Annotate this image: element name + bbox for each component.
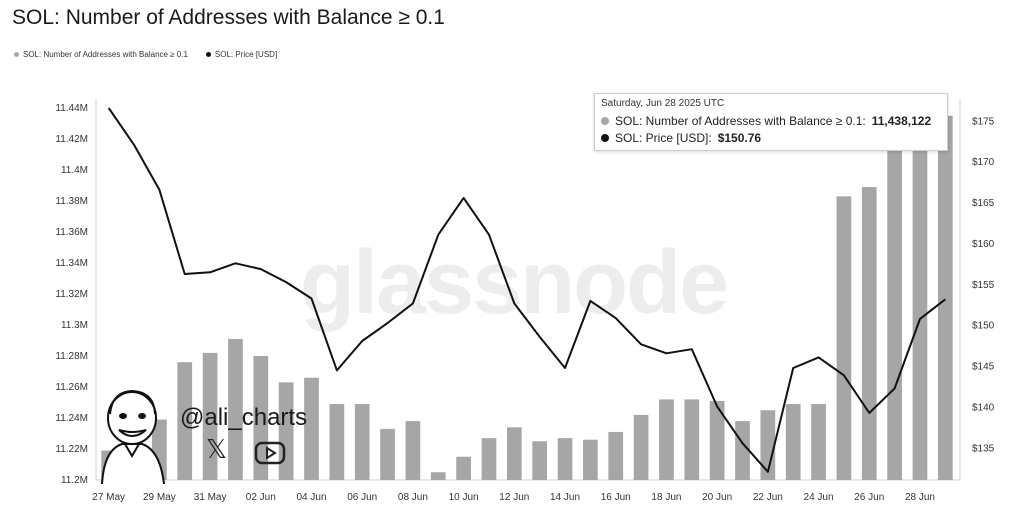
bar-addresses[interactable] <box>633 414 649 480</box>
bar-addresses[interactable] <box>380 428 395 480</box>
y-right-tick-label: $170 <box>972 157 995 168</box>
y-right-tick-label: $145 <box>972 362 995 373</box>
y-right-tick-label: $160 <box>972 239 995 250</box>
bar-addresses[interactable] <box>735 421 750 480</box>
bar-addresses[interactable] <box>861 187 877 481</box>
bar-addresses[interactable] <box>430 472 446 480</box>
price-line[interactable] <box>107 107 946 473</box>
x-tick-label: 16 Jun <box>601 492 631 503</box>
y-right-tick-label: $165 <box>972 198 995 209</box>
tooltip-row-price: SOL: Price [USD]: $150.76 <box>601 131 761 145</box>
bar-addresses[interactable] <box>937 115 953 480</box>
tooltip-value-price: $150.76 <box>717 131 762 145</box>
bar-addresses[interactable] <box>278 382 294 480</box>
bar-addresses[interactable] <box>709 400 725 480</box>
bar-addresses[interactable] <box>456 456 471 480</box>
x-tick-label: 24 Jun <box>804 492 834 503</box>
bar-addresses[interactable] <box>405 421 421 480</box>
x-tick-label: 06 Jun <box>347 492 377 503</box>
x-icon: 𝕏 <box>206 435 227 465</box>
y-left-tick-label: 11.3M <box>61 320 88 331</box>
bar-addresses[interactable] <box>608 431 624 480</box>
y-right-tick-label: $150 <box>972 321 995 332</box>
y-left-tick-label: 11.28M <box>55 351 88 362</box>
legend-label-price: SOL: Price [USD] <box>214 50 278 59</box>
x-tick-label: 18 Jun <box>651 492 681 503</box>
x-tick-label: 02 Jun <box>246 492 276 503</box>
x-tick-label: 29 May <box>143 492 176 503</box>
x-tick-label: 22 Jun <box>753 492 783 503</box>
y-left-tick-label: 11.42M <box>55 134 88 145</box>
bar-addresses[interactable] <box>329 404 345 480</box>
tooltip: Saturday, Jun 28 2025 UTC SOL: Number of… <box>594 93 948 151</box>
y-left-tick-label: 11.22M <box>55 444 88 455</box>
x-tick-label: 26 Jun <box>854 492 884 503</box>
y-left-tick-label: 11.32M <box>55 289 88 300</box>
x-tick-label: 20 Jun <box>702 492 732 503</box>
y-left-tick-label: 11.34M <box>55 258 88 269</box>
bar-addresses[interactable] <box>228 338 243 480</box>
tooltip-date: Saturday, Jun 28 2025 UTC <box>601 98 725 109</box>
legend-label-addresses: SOL: Number of Addresses with Balance ≥ … <box>23 50 188 59</box>
y-right-tick-label: $140 <box>972 402 995 413</box>
y-left-tick-label: 11.2M <box>61 475 88 486</box>
legend-item-price[interactable]: SOL: Price [USD] <box>205 50 278 59</box>
bar-addresses[interactable] <box>557 438 573 480</box>
bar-addresses[interactable] <box>583 439 598 480</box>
y-left-tick-label: 11.4M <box>61 165 88 176</box>
y-left-tick-label: 11.38M <box>55 196 88 207</box>
bar-addresses[interactable] <box>836 196 852 480</box>
tooltip-row-addresses: SOL: Number of Addresses with Balance ≥ … <box>601 114 931 128</box>
x-tick-label: 28 Jun <box>905 492 935 503</box>
bar-addresses[interactable] <box>811 404 826 480</box>
y-left-tick-label: 11.24M <box>55 413 88 424</box>
x-tick-label: 27 May <box>92 492 125 503</box>
bar-addresses[interactable] <box>912 110 928 481</box>
bar-addresses[interactable] <box>481 438 497 480</box>
branding: @ali_charts 𝕏 <box>92 384 332 484</box>
x-tick-label: 08 Jun <box>398 492 428 503</box>
y-right-tick-label: $135 <box>972 443 995 454</box>
legend-swatch-addresses <box>14 52 19 57</box>
y-left-tick-label: 11.44M <box>55 103 88 114</box>
x-tick-label: 31 May <box>194 492 227 503</box>
bar-addresses[interactable] <box>354 404 370 480</box>
tooltip-swatch-addresses <box>601 117 609 125</box>
bar-addresses[interactable] <box>202 352 218 480</box>
bar-addresses[interactable] <box>785 404 801 480</box>
x-tick-label: 10 Jun <box>449 492 479 503</box>
bar-addresses[interactable] <box>760 410 776 480</box>
legend-swatch-price <box>205 52 211 57</box>
tooltip-value-addresses: 11,438,122 <box>871 114 932 128</box>
bar-addresses[interactable] <box>506 427 522 480</box>
avatar-icon <box>101 389 165 484</box>
legend-item-addresses[interactable]: SOL: Number of Addresses with Balance ≥ … <box>14 50 188 59</box>
legend: SOL: Number of Addresses with Balance ≥ … <box>14 50 277 59</box>
tooltip-label-addresses: SOL: Number of Addresses with Balance ≥ … <box>615 114 866 128</box>
watermark: glassnode <box>300 233 729 333</box>
y-right-tick-label: $155 <box>972 280 995 291</box>
x-tick-label: 04 Jun <box>296 492 326 503</box>
bar-addresses[interactable] <box>304 377 319 480</box>
tooltip-label-price: SOL: Price [USD]: <box>615 131 712 145</box>
bar-addresses[interactable] <box>659 399 674 480</box>
youtube-icon <box>254 441 286 465</box>
author-handle: @ali_charts <box>180 404 308 431</box>
bar-addresses[interactable] <box>887 146 902 480</box>
x-tick-label: 12 Jun <box>499 492 529 503</box>
bar-addresses[interactable] <box>532 441 548 480</box>
y-right-tick-label: $175 <box>972 116 995 127</box>
tooltip-swatch-price <box>601 134 609 142</box>
y-left-tick-label: 11.26M <box>55 382 88 393</box>
chart-title: SOL: Number of Addresses with Balance ≥ … <box>12 6 445 29</box>
x-tick-label: 14 Jun <box>550 492 580 503</box>
bar-addresses[interactable] <box>684 399 700 480</box>
bar-addresses[interactable] <box>177 362 193 480</box>
y-left-tick-label: 11.36M <box>55 227 88 238</box>
